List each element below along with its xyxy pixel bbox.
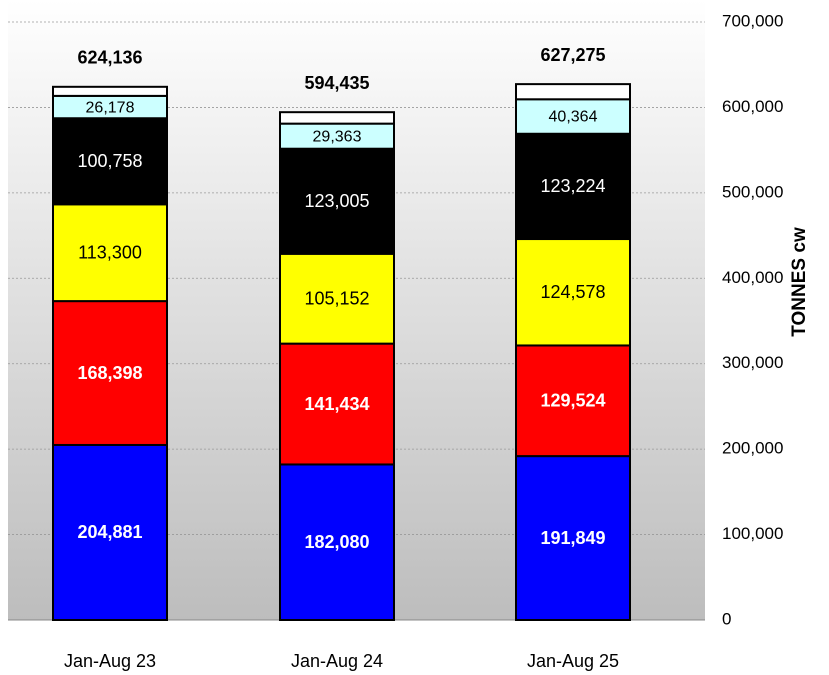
data-label: 204,881	[77, 522, 142, 542]
y-tick-label: 300,000	[722, 353, 783, 372]
data-label: 168,398	[77, 363, 142, 383]
y-tick-label: 200,000	[722, 439, 783, 458]
x-tick-label: Jan-Aug 25	[527, 651, 619, 671]
bar-segment	[52, 443, 168, 621]
bar-segment	[279, 111, 395, 125]
bar-segment	[279, 463, 395, 621]
data-label: 40,364	[549, 109, 598, 126]
bar-segment	[515, 132, 631, 241]
bar-segment	[279, 147, 395, 255]
data-label: 26,178	[86, 99, 135, 116]
data-label: 141,434	[304, 394, 369, 414]
x-tick-label: Jan-Aug 24	[291, 651, 383, 671]
data-label: 113,300	[78, 242, 142, 262]
y-axis-label: TONNES cw	[789, 227, 810, 337]
bar-segment	[515, 455, 631, 621]
bar-segment	[515, 344, 631, 458]
data-label: 105,152	[304, 288, 369, 308]
x-tick-label: Jan-Aug 23	[64, 651, 156, 671]
bar-segment	[515, 83, 631, 101]
data-label: 123,224	[540, 176, 605, 196]
total-label: 627,275	[540, 45, 605, 65]
y-tick-label: 400,000	[722, 268, 783, 287]
data-label: 124,578	[540, 282, 605, 302]
bar-segment	[515, 238, 631, 347]
data-label: 123,005	[304, 191, 369, 211]
y-tick-label: 600,000	[722, 97, 783, 116]
data-label: 191,849	[540, 528, 605, 548]
bar-segment	[279, 342, 395, 466]
total-label: 624,136	[77, 48, 142, 68]
y-tick-label: 700,000	[722, 11, 783, 30]
y-tick-label: 0	[722, 609, 731, 628]
bar-segment	[515, 98, 631, 135]
y-tick-label: 100,000	[722, 524, 783, 543]
data-label: 182,080	[304, 532, 369, 552]
data-label: 29,363	[313, 128, 362, 145]
data-label: 129,524	[540, 391, 605, 411]
bar-segment	[52, 85, 168, 97]
total-label: 594,435	[304, 73, 369, 93]
y-tick-label: 500,000	[722, 182, 783, 201]
data-label: 100,758	[77, 151, 142, 171]
